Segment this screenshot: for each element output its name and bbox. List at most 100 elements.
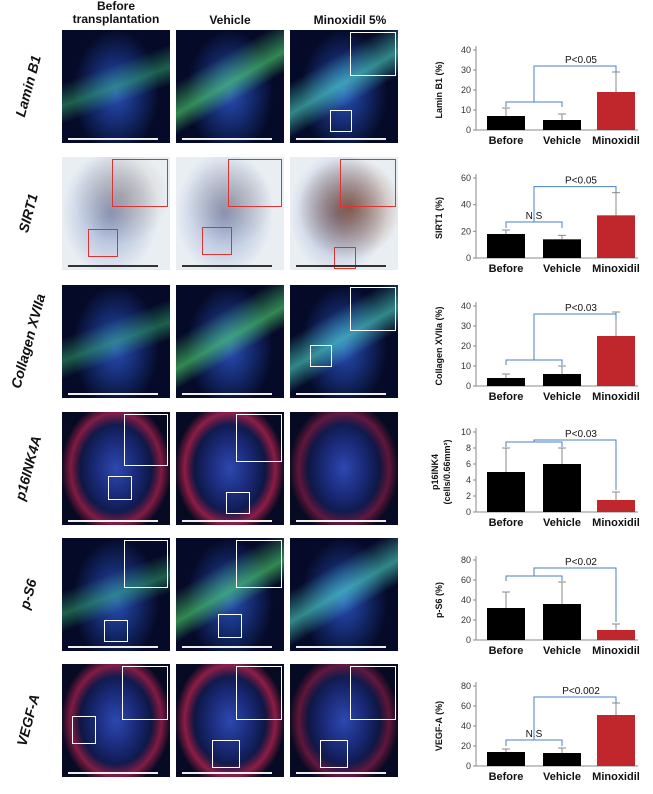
bracket [533,186,617,222]
bar-chart: 0 10 20 30 40 Collagen XVIIa (%) Before Vehicle… [434,301,640,403]
y-tick-label: 10 [461,105,471,115]
scale-bar [182,393,272,395]
micrograph-panel [62,538,170,651]
category-label: Vehicle [543,517,581,529]
y-tick-label: 0 [466,125,471,135]
row-label: p16INK4A [11,433,45,503]
y-tick-label: 20 [461,741,471,751]
bar [543,239,581,258]
y-axis-label: VEGF-A (%) [434,701,444,751]
category-label: Before [489,517,524,529]
micrograph-panel [176,412,284,525]
y-axis-label: (cells/0.66mm²) [442,439,452,504]
bar [543,374,581,386]
y-tick-label: 6 [466,459,471,469]
inset-box [218,614,242,638]
y-tick-label: 8 [466,443,471,453]
y-tick-label: 60 [461,575,471,585]
micrograph-panel [62,30,170,143]
category-label: Minoxidil [592,517,640,529]
scale-bar [182,520,272,522]
inset-box [236,414,282,462]
row-label: p-S6 [16,577,40,611]
y-tick-label: 40 [461,200,471,210]
y-tick-label: 30 [461,65,471,75]
micrograph-panel [176,285,284,398]
bar [543,753,581,766]
bar [597,215,635,258]
bracket [505,359,563,365]
bracket [505,739,563,746]
micrograph-panel [176,538,284,651]
category-label: Vehicle [543,263,581,275]
bracket [533,65,617,102]
scale-bar [296,646,386,648]
y-tick-label: 0 [466,253,471,263]
column-header-minoxidil: Minoxidil 5% [313,13,387,27]
y-tick-label: 20 [461,85,471,95]
scale-bar [296,265,386,267]
scale-bar [182,138,272,140]
micrograph-panel [290,412,398,525]
inset-box [88,229,118,257]
bracket [533,439,617,490]
bar [543,464,581,512]
annotation: P<0.05 [565,55,597,66]
inset-box [72,716,96,744]
inset-box [226,492,250,514]
scale-bar [182,265,272,267]
bar [487,234,525,258]
micrograph-panel [176,664,284,777]
bracket [533,696,617,740]
y-tick-label: 80 [461,555,471,565]
inset-box [112,159,168,207]
y-tick-label: 2 [466,491,471,501]
scale-bar [296,520,386,522]
y-tick-label: 4 [466,475,471,485]
category-label: Minoxidil [592,645,640,657]
y-axis-label: p16INK4 [430,454,440,490]
inset-box [310,345,332,367]
bar-chart: 0 20 40 60 80 VEGF-A (%) Before Vehicle Minoxidi… [434,681,640,783]
column-header-vehicle: Vehicle [209,13,251,27]
inset-box [350,287,396,331]
bar [543,604,581,640]
y-tick-label: 40 [461,45,471,55]
y-tick-label: 10 [461,361,471,371]
scale-bar [68,393,158,395]
column-header-before: Before transplantation [72,0,160,26]
inset-box [320,740,348,768]
micrograph-panel [62,157,170,270]
bar [597,92,635,130]
category-label: Minoxidil [592,391,640,403]
bar [487,378,525,386]
category-label: Vehicle [543,645,581,657]
category-label: Before [489,645,524,657]
annotation: P<0.03 [565,303,597,314]
row-label: Collagen XVIIa [7,291,49,391]
inset-box [228,159,282,207]
bar [487,472,525,512]
scale-bar [68,265,158,267]
micrograph-panel [176,157,284,270]
micrograph-panel [290,664,398,777]
scale-bar [296,393,386,395]
y-tick-label: 0 [466,507,471,517]
bar [487,752,525,766]
row-label: SIRT1 [15,191,41,235]
inset-box [236,666,282,720]
y-tick-label: 40 [461,595,471,605]
inset-box [124,414,168,466]
category-label: Before [489,771,524,783]
category-label: Before [489,263,524,275]
bracket [505,101,563,107]
scale-bar [68,520,158,522]
scale-bar [68,138,158,140]
y-tick-label: 0 [466,381,471,391]
bracket [533,567,617,622]
bar-chart: 0 10 20 30 40 Lamin B1 (%) Before Vehicle Minoxi… [434,45,640,147]
y-tick-label: 40 [461,721,471,731]
inset-box [108,476,132,500]
inset-box [350,32,396,76]
row-label: Lamin B1 [12,53,44,119]
